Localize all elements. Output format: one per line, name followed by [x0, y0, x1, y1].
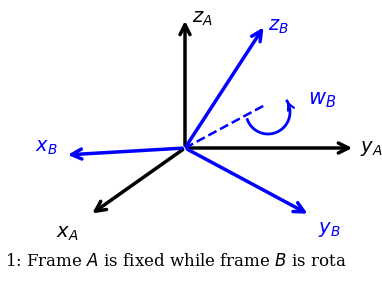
Text: $z_A$: $z_A$: [192, 10, 213, 28]
Text: $x_B$: $x_B$: [36, 139, 58, 157]
Text: 1: Frame $A$ is fixed while frame $B$ is rota: 1: Frame $A$ is fixed while frame $B$ is…: [5, 253, 346, 270]
Text: $w_B$: $w_B$: [308, 90, 336, 110]
Text: $y_B$: $y_B$: [318, 220, 340, 239]
Text: $z_B$: $z_B$: [268, 18, 289, 36]
Text: $x_A$: $x_A$: [55, 225, 78, 243]
Text: $y_A$: $y_A$: [360, 138, 382, 158]
